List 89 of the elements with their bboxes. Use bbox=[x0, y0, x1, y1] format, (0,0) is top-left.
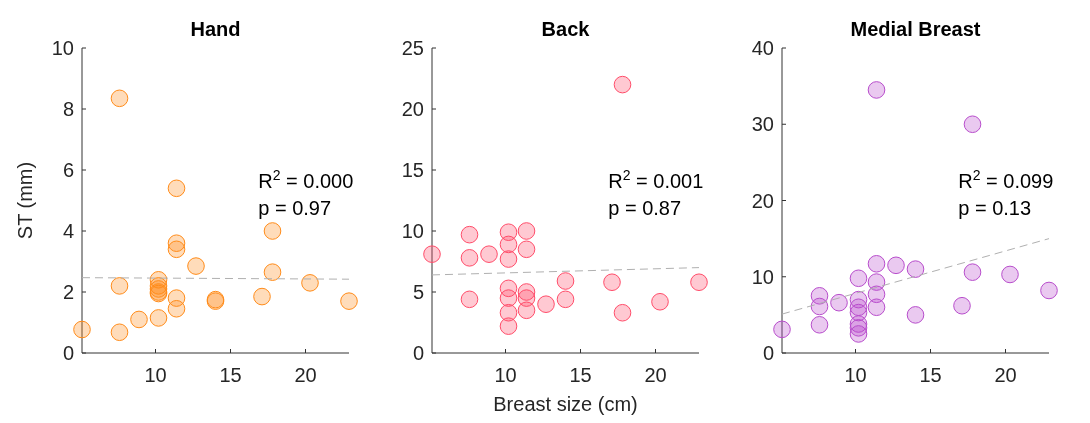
point bbox=[499, 250, 518, 268]
point bbox=[953, 296, 971, 315]
point bbox=[556, 272, 575, 290]
annotation: R$^{2}$ = 0.001 bbox=[608, 167, 704, 192]
point bbox=[849, 269, 868, 288]
point bbox=[263, 263, 282, 281]
x-tick-label: 15 bbox=[919, 364, 942, 386]
y-tick-label: 15 bbox=[401, 159, 424, 181]
y-tick-label: 10 bbox=[51, 37, 74, 59]
point bbox=[460, 225, 479, 244]
x-axis-title: Breast size (cm) bbox=[493, 393, 638, 415]
x-tick-label: 15 bbox=[569, 364, 592, 386]
point bbox=[556, 290, 575, 309]
y-tick-label: 30 bbox=[751, 113, 774, 136]
point bbox=[187, 257, 205, 275]
chart-title: Hand bbox=[190, 18, 241, 40]
x-tick-label: 20 bbox=[644, 364, 667, 386]
y-axis-title: ST (mm) bbox=[14, 161, 36, 240]
x-tick-label: 10 bbox=[144, 364, 167, 386]
point bbox=[149, 309, 168, 327]
annotation: p = 0.97 bbox=[258, 197, 332, 219]
point bbox=[690, 273, 708, 292]
point bbox=[110, 89, 129, 108]
point bbox=[963, 115, 982, 134]
point bbox=[499, 235, 518, 254]
point bbox=[1040, 281, 1058, 300]
y-tick-label: 0 bbox=[62, 342, 74, 364]
point bbox=[613, 303, 632, 322]
x-tick-label: 10 bbox=[844, 364, 867, 386]
y-tick-label: 20 bbox=[751, 189, 774, 212]
point bbox=[887, 256, 905, 275]
point bbox=[517, 222, 536, 240]
point bbox=[651, 292, 669, 311]
point bbox=[423, 245, 441, 263]
point bbox=[613, 75, 632, 94]
point bbox=[1001, 265, 1019, 284]
point bbox=[867, 254, 886, 273]
point bbox=[167, 299, 186, 318]
annotation: R$^{2}$ = 0.099 bbox=[958, 167, 1054, 192]
point bbox=[603, 273, 621, 292]
y-tick-label: 10 bbox=[401, 220, 424, 242]
point bbox=[340, 292, 358, 310]
point bbox=[867, 81, 886, 99]
chart-title: Back bbox=[541, 18, 591, 40]
point bbox=[906, 260, 925, 278]
point bbox=[263, 222, 282, 240]
point bbox=[867, 298, 886, 317]
y-tick-label: 8 bbox=[62, 98, 74, 120]
point bbox=[301, 274, 319, 292]
point bbox=[499, 317, 518, 335]
point bbox=[810, 297, 829, 316]
x-tick-label: 10 bbox=[494, 364, 517, 386]
point bbox=[906, 306, 925, 324]
point bbox=[537, 295, 555, 313]
point bbox=[499, 289, 518, 307]
point bbox=[167, 179, 186, 198]
annotation: R$^{2}$ = 0.000 bbox=[258, 167, 354, 192]
y-tick-label: 4 bbox=[62, 220, 74, 242]
point bbox=[460, 249, 479, 267]
y-tick-label: 40 bbox=[751, 37, 774, 59]
y-tick-label: 20 bbox=[401, 98, 424, 120]
y-tick-label: 2 bbox=[62, 281, 74, 303]
point bbox=[130, 310, 148, 329]
point bbox=[517, 301, 536, 320]
y-tick-label: 10 bbox=[751, 265, 774, 288]
point bbox=[849, 325, 868, 343]
point bbox=[810, 315, 829, 334]
y-tick-label: 6 bbox=[62, 159, 74, 181]
point bbox=[110, 277, 129, 295]
point bbox=[480, 245, 498, 263]
chart-title: Medial Breast bbox=[850, 18, 981, 40]
y-tick-label: 0 bbox=[762, 342, 774, 364]
point bbox=[460, 290, 479, 309]
point bbox=[73, 320, 91, 339]
x-tick-label: 20 bbox=[994, 364, 1017, 386]
y-tick-label: 0 bbox=[412, 342, 424, 364]
annotation: p = 0.13 bbox=[958, 197, 1032, 219]
point bbox=[253, 287, 271, 306]
point bbox=[110, 323, 129, 342]
point bbox=[167, 240, 186, 259]
y-tick-label: 5 bbox=[412, 281, 424, 303]
x-tick-label: 15 bbox=[219, 364, 242, 386]
point bbox=[830, 293, 848, 312]
y-tick-label: 25 bbox=[401, 37, 424, 59]
annotation: p = 0.87 bbox=[608, 197, 682, 219]
point bbox=[963, 263, 982, 281]
point bbox=[517, 240, 536, 259]
point bbox=[773, 320, 791, 339]
x-tick-label: 20 bbox=[294, 364, 317, 386]
